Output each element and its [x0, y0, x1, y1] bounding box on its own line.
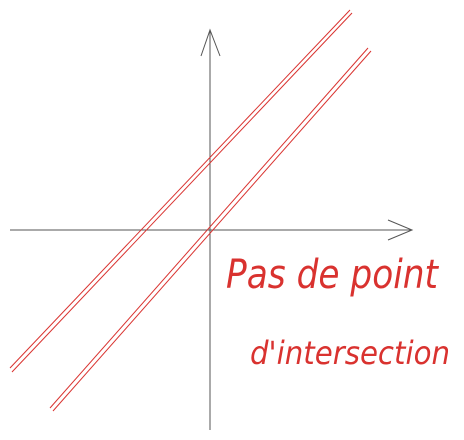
parallel-line — [49, 47, 369, 409]
x-axis-arrow — [387, 219, 414, 241]
parallel-line — [11, 12, 353, 373]
annotation: Pas de point — [226, 252, 439, 298]
parallel-line — [9, 9, 351, 369]
parallel-line — [52, 50, 372, 412]
annotation: d'intersection — [250, 334, 450, 372]
y-axis-arrow — [200, 28, 221, 57]
